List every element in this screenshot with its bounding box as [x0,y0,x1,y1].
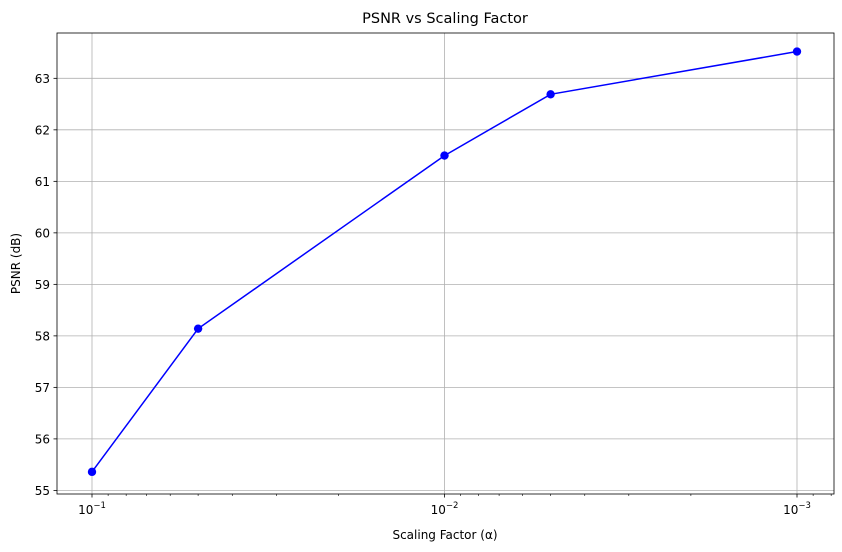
y-tick-label: 56 [35,432,50,446]
x-tick-label: 10−3 [783,501,811,517]
data-point [87,467,97,477]
y-tick-label: 61 [35,175,50,189]
x-tick-label: 10−2 [431,501,459,517]
x-axis-label: Scaling Factor (α) [392,528,497,542]
y-tick-label: 63 [35,72,50,86]
data-point [792,47,802,56]
y-tick-label: 62 [35,123,50,137]
axes-frame [56,32,835,495]
y-tick-label: 58 [35,329,50,343]
x-tick-label-base: 10 [431,503,446,517]
data-point [546,90,555,99]
y-tick-label: 59 [35,278,50,292]
x-tick-label-base: 10 [78,503,93,517]
x-tick-label: 10−1 [78,501,106,517]
x-tick-label-exponent: −2 [446,501,459,511]
x-tick-label-base: 10 [783,503,798,517]
y-tick-label: 55 [35,484,50,498]
chart-title: PSNR vs Scaling Factor [362,11,528,27]
y-tick-label: 57 [35,381,50,395]
x-tick-label-exponent: −3 [798,501,811,511]
y-tick-label: 60 [35,226,50,240]
data-point [193,324,203,333]
x-tick-label-exponent: −1 [93,501,106,511]
data-point [440,151,449,160]
y-axis-label: PSNR (dB) [9,233,23,294]
